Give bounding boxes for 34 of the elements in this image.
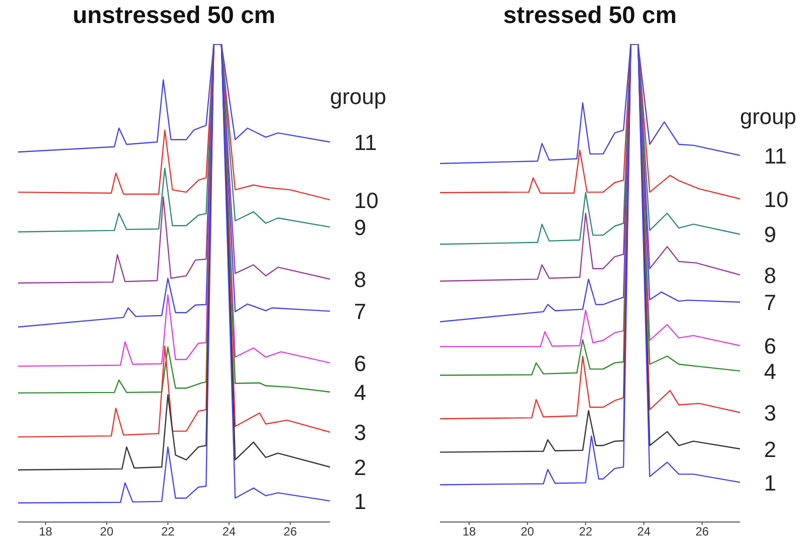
series-label: 7 — [764, 290, 776, 316]
legend-title: group — [330, 84, 386, 110]
series-label: 4 — [354, 380, 366, 405]
series-label: 11 — [354, 130, 377, 155]
series-label: 8 — [354, 267, 366, 292]
x-tick-label: 22 — [161, 524, 175, 539]
series-label: 4 — [764, 358, 776, 384]
chart-title: stressed 50 cm — [502, 2, 678, 30]
series-label: 1 — [354, 488, 366, 514]
series-label: 6 — [354, 350, 366, 376]
series-label: 7 — [354, 299, 366, 324]
series-label: 1 — [764, 470, 776, 496]
series-label: 9 — [764, 222, 776, 248]
x-tick-label: 18 — [462, 524, 476, 539]
x-tick-label: 20 — [100, 524, 114, 539]
series-label: 10 — [354, 188, 378, 213]
x-tick-label: 26 — [695, 524, 710, 539]
series-label: 6 — [764, 334, 776, 359]
x-tick-label: 18 — [38, 524, 53, 539]
x-tick-label: 26 — [284, 524, 298, 539]
x-tick-label: 24 — [637, 524, 651, 539]
series-label: 9 — [354, 215, 366, 240]
series-label: 3 — [354, 420, 366, 446]
series-label: 2 — [764, 436, 776, 462]
legend-title: group — [740, 104, 796, 130]
x-tick-label: 24 — [222, 524, 236, 539]
series-label: 11 — [764, 143, 787, 168]
series-label: 10 — [764, 186, 788, 212]
x-tick-label: 22 — [578, 524, 593, 539]
series-label: 3 — [764, 400, 776, 426]
x-tick-label: 20 — [520, 524, 534, 539]
series-label: 2 — [354, 455, 366, 480]
chart-title: unstressed 50 cm — [72, 2, 276, 30]
series-label: 8 — [764, 262, 776, 288]
